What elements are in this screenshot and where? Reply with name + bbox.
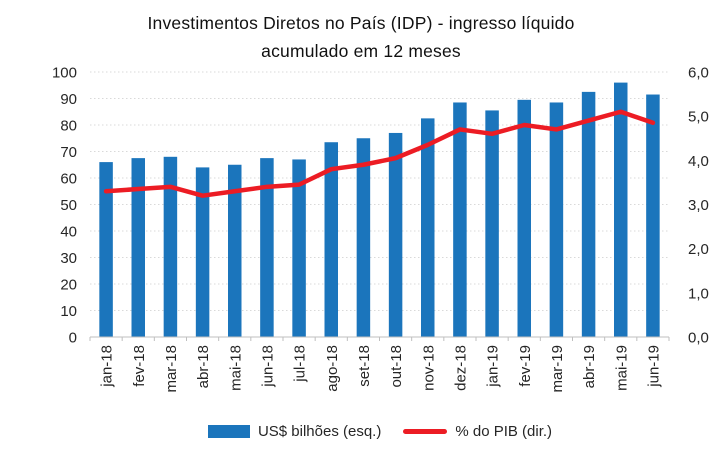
y-axis-right-tick-label: 4,0: [688, 153, 709, 170]
x-axis-category-label: abr-19: [581, 345, 598, 388]
bar-series-swatch: [207, 425, 250, 438]
y-axis-left-tick-label: 50: [60, 197, 77, 214]
x-axis-category-label: jun-19: [645, 345, 662, 388]
x-axis-category-label: mai-18: [227, 345, 244, 391]
bar: [646, 94, 660, 338]
bar: [517, 99, 531, 337]
bar: [356, 138, 371, 337]
x-axis-category-label: mar-19: [549, 345, 566, 393]
bar: [614, 82, 628, 337]
y-axis-left-tick-label: 60: [60, 171, 77, 188]
y-axis-left-tick-label: 10: [60, 303, 77, 320]
bar: [163, 156, 178, 337]
y-axis-left-tick-label: 20: [60, 277, 77, 294]
x-axis-category-label: jun-18: [259, 345, 276, 388]
y-axis-right-tick-label: 6,0: [688, 65, 709, 82]
bar: [549, 102, 564, 337]
y-axis-right-tick-label: 0,0: [688, 330, 709, 347]
line-series-swatch: [403, 429, 448, 434]
bar: [260, 158, 274, 337]
y-axis-left-tick-label: 40: [60, 224, 77, 241]
bar: [99, 162, 113, 337]
bar: [485, 110, 499, 337]
bar: [131, 158, 145, 337]
x-axis-category-label: out-18: [388, 345, 405, 388]
y-axis-left-tick-label: 80: [60, 118, 77, 135]
x-axis-category-label: fev-19: [517, 345, 534, 387]
bar: [195, 167, 210, 337]
y-axis-left-tick-label: 100: [52, 65, 77, 82]
bar: [324, 142, 338, 337]
y-axis-right-tick-label: 5,0: [688, 109, 709, 126]
chart-title-line2: acumulado em 12 meses: [261, 41, 461, 61]
x-axis-category-label: set-18: [356, 345, 373, 387]
x-axis-category-label: jul-18: [292, 345, 309, 383]
x-axis-category-label: mar-18: [163, 345, 180, 393]
bar: [581, 91, 596, 337]
y-axis-left-tick-label: 70: [60, 144, 77, 161]
bar: [388, 132, 403, 337]
x-axis-category-label: jan-18: [99, 345, 116, 388]
bar: [292, 159, 306, 337]
x-axis-category-label: ago-18: [324, 345, 341, 392]
bar: [421, 118, 435, 337]
legend: US$ bilhões (esq.) % do PIB (dir.): [90, 423, 670, 440]
y-axis-right-tick-label: 3,0: [688, 197, 709, 214]
legend-item-bars: US$ bilhões (esq.): [207, 423, 382, 440]
bar-series-label: US$ bilhões (esq.): [257, 423, 382, 440]
legend-item-line: % do PIB (dir.): [403, 423, 552, 440]
chart-title: Investimentos Diretos no País (IDP) - in…: [0, 9, 722, 65]
chart-title-line1: Investimentos Diretos no País (IDP) - in…: [147, 13, 575, 33]
bar: [228, 164, 242, 337]
x-axis-category-label: fev-18: [131, 345, 148, 387]
y-axis-left-tick-label: 0: [69, 330, 77, 347]
pib-line: [103, 109, 656, 198]
line-series-label: % do PIB (dir.): [455, 423, 553, 440]
x-axis-category-label: nov-18: [420, 345, 437, 391]
y-axis-right-tick-label: 1,0: [688, 285, 709, 302]
y-axis-left-tick-label: 90: [60, 91, 77, 108]
x-axis-category-label: dez-18: [452, 345, 469, 391]
y-axis-left-tick-label: 30: [60, 250, 77, 267]
y-axis-right-tick-label: 2,0: [688, 241, 709, 258]
bar: [453, 102, 467, 337]
x-axis-category-label: abr-18: [195, 345, 212, 388]
x-axis-category-label: mai-19: [613, 345, 630, 391]
x-axis-category-label: jan-19: [485, 345, 502, 388]
